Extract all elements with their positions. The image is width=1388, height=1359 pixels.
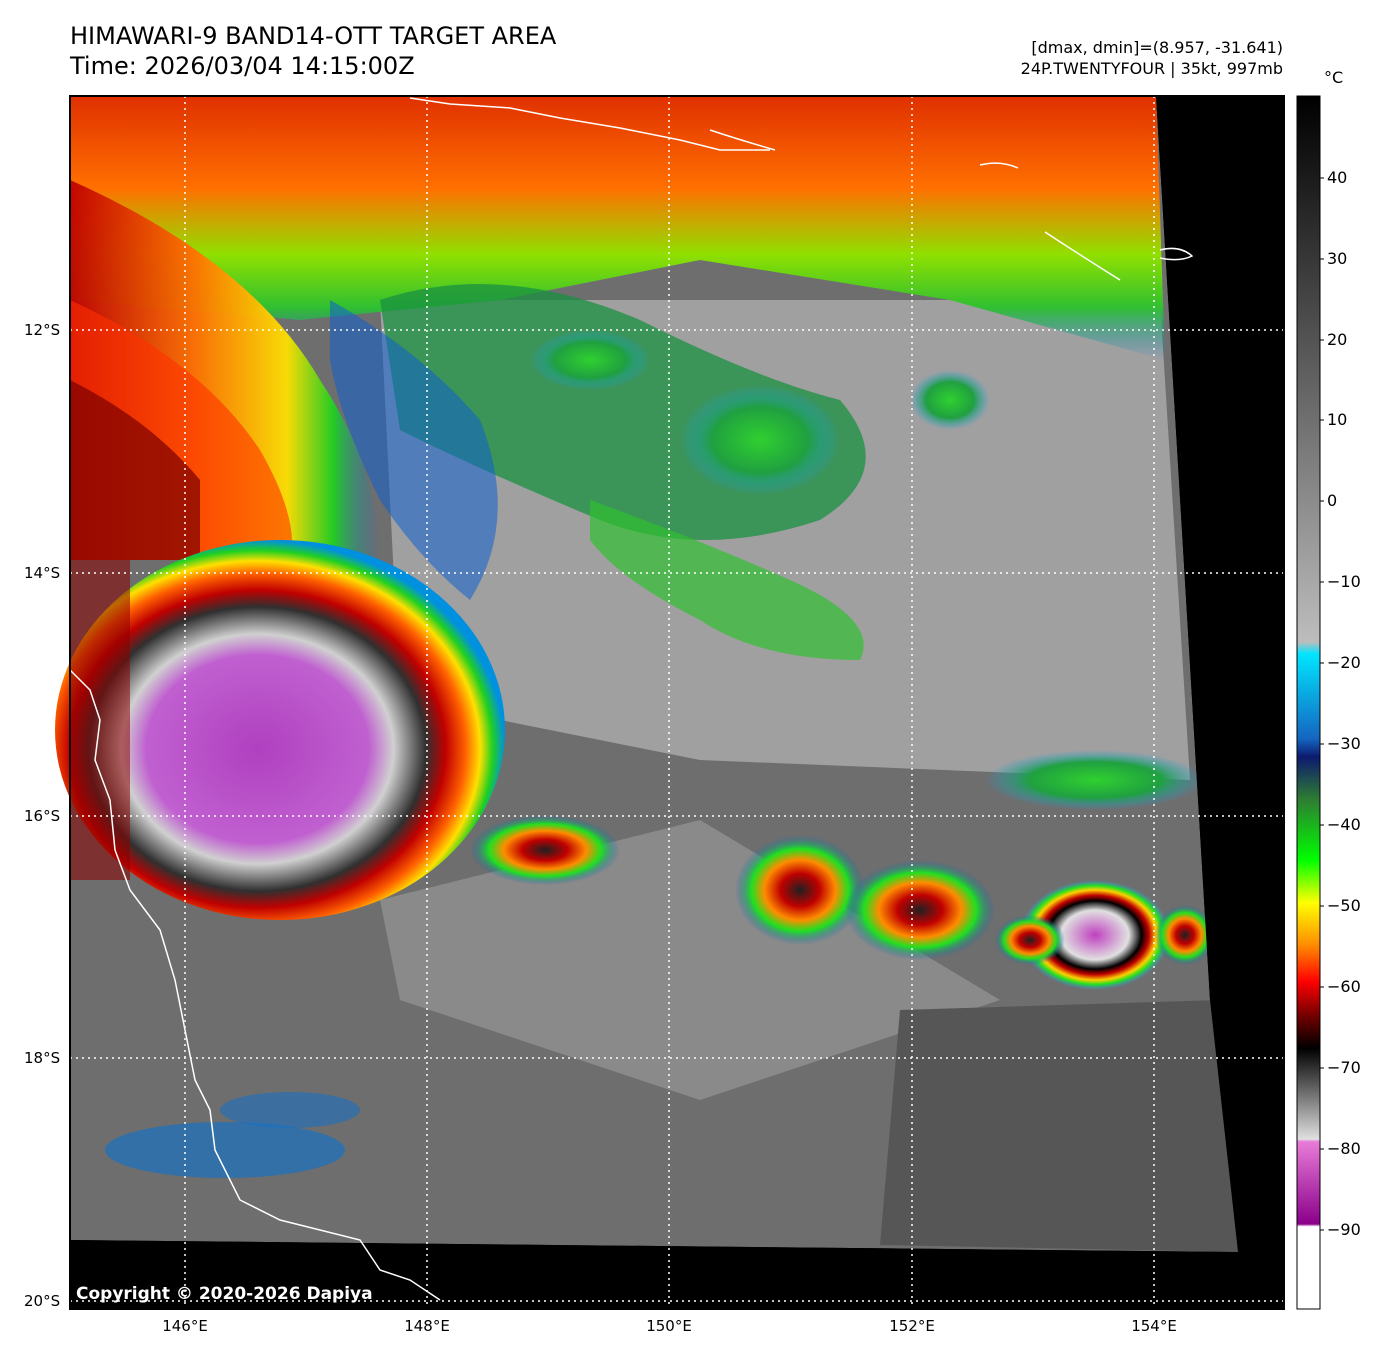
- lon-label-146e: 146°E: [162, 1317, 208, 1335]
- colorbar-tick: −40: [1327, 815, 1361, 834]
- lat-label-18s: 18°S: [24, 1049, 61, 1067]
- colorbar-tick: 0: [1327, 491, 1338, 510]
- colorbar-tick: −20: [1327, 653, 1361, 672]
- colorbar-tick: 40: [1327, 168, 1348, 187]
- storm-info-label: 24P.TWENTYFOUR | 35kt, 997mb: [1020, 59, 1283, 78]
- data-range-label: [dmax, dmin]=(8.957, -31.641): [1031, 38, 1283, 57]
- colorbar-tick: −50: [1327, 896, 1361, 915]
- copyright-notice: Copyright © 2020-2026 Dapiya: [76, 1284, 373, 1304]
- lat-label-12s: 12°S: [24, 321, 61, 339]
- colorbar-tick: 20: [1327, 330, 1348, 349]
- colorbar-tick: 10: [1327, 410, 1348, 429]
- colorbar-tick: −30: [1327, 734, 1361, 753]
- map-time: Time: 2026/03/04 14:15:00Z: [70, 52, 415, 80]
- colorbar-unit: °C: [1324, 68, 1344, 87]
- lat-label-20s: 20°S: [24, 1292, 61, 1310]
- lat-label-14s: 14°S: [24, 564, 61, 582]
- lon-label-152e: 152°E: [889, 1317, 935, 1335]
- colorbar-tick: −70: [1327, 1058, 1361, 1077]
- colorbar-tick: 30: [1327, 249, 1348, 268]
- colorbar-tick: −10: [1327, 572, 1361, 591]
- lon-label-148e: 148°E: [404, 1317, 450, 1335]
- colorbar-tick: −90: [1327, 1220, 1361, 1239]
- map-title: HIMAWARI-9 BAND14-OTT TARGET AREA: [70, 22, 557, 50]
- lat-label-16s: 16°S: [24, 807, 61, 825]
- colorbar-tick: −60: [1327, 977, 1361, 996]
- lon-label-154e: 154°E: [1131, 1317, 1177, 1335]
- colorbar-tick: −80: [1327, 1139, 1361, 1158]
- lon-label-150e: 150°E: [646, 1317, 692, 1335]
